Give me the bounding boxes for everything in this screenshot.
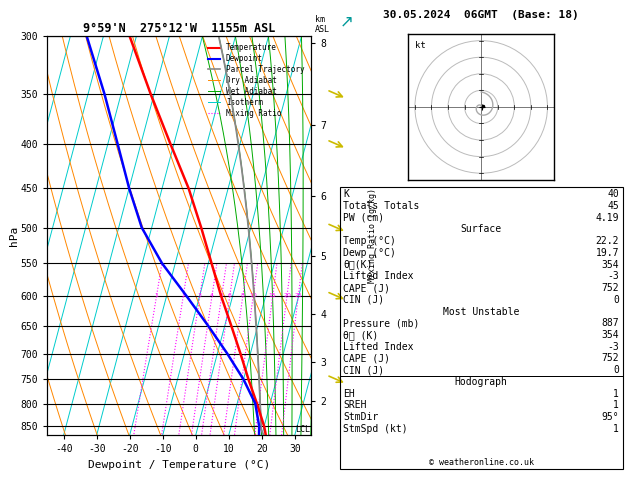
Text: 4: 4: [210, 294, 214, 298]
Text: Lifted Index: Lifted Index: [343, 342, 414, 352]
Text: ↗: ↗: [340, 12, 353, 30]
Text: StmSpd (kt): StmSpd (kt): [343, 424, 408, 434]
Text: 15: 15: [269, 294, 277, 298]
Text: Pressure (mb): Pressure (mb): [343, 318, 420, 328]
Text: 30.05.2024  06GMT  (Base: 18): 30.05.2024 06GMT (Base: 18): [383, 10, 579, 20]
Text: Dewp (°C): Dewp (°C): [343, 248, 396, 258]
Text: CIN (J): CIN (J): [343, 295, 384, 305]
Text: 887: 887: [601, 318, 619, 328]
Text: © weatheronline.co.uk: © weatheronline.co.uk: [429, 457, 533, 467]
Text: Temp (°C): Temp (°C): [343, 236, 396, 246]
Text: Totals Totals: Totals Totals: [343, 201, 420, 211]
Text: 354: 354: [601, 330, 619, 340]
Text: 2: 2: [181, 294, 186, 298]
Legend: Temperature, Dewpoint, Parcel Trajectory, Dry Adiabat, Wet Adiabat, Isotherm, Mi: Temperature, Dewpoint, Parcel Trajectory…: [205, 40, 308, 121]
Text: 1: 1: [613, 389, 619, 399]
Text: CAPE (J): CAPE (J): [343, 283, 391, 293]
Text: Lifted Index: Lifted Index: [343, 271, 414, 281]
Text: 4.19: 4.19: [596, 212, 619, 223]
Text: 3: 3: [198, 294, 202, 298]
Text: 20: 20: [283, 294, 291, 298]
Text: 1: 1: [613, 400, 619, 411]
X-axis label: Dewpoint / Temperature (°C): Dewpoint / Temperature (°C): [88, 460, 270, 469]
Text: 752: 752: [601, 283, 619, 293]
Text: 1: 1: [155, 294, 159, 298]
Text: 5: 5: [220, 294, 223, 298]
Text: 10: 10: [249, 294, 257, 298]
Text: StmDir: StmDir: [343, 412, 379, 422]
Y-axis label: hPa: hPa: [9, 226, 19, 246]
Text: Most Unstable: Most Unstable: [443, 307, 520, 316]
Text: -3: -3: [607, 342, 619, 352]
Text: 752: 752: [601, 353, 619, 364]
Text: km
ASL: km ASL: [314, 15, 330, 34]
Text: 19.7: 19.7: [596, 248, 619, 258]
Text: 0: 0: [613, 365, 619, 375]
Text: θᴇ (K): θᴇ (K): [343, 330, 379, 340]
Text: PW (cm): PW (cm): [343, 212, 384, 223]
Text: Surface: Surface: [460, 225, 502, 234]
Text: 22.2: 22.2: [596, 236, 619, 246]
Text: 1: 1: [613, 424, 619, 434]
Text: CAPE (J): CAPE (J): [343, 353, 391, 364]
Text: 8: 8: [241, 294, 245, 298]
Y-axis label: Mixing Ratio (g/kg): Mixing Ratio (g/kg): [368, 188, 377, 283]
Text: 25: 25: [294, 294, 302, 298]
Text: SREH: SREH: [343, 400, 367, 411]
Text: 40: 40: [607, 189, 619, 199]
Text: 95°: 95°: [601, 412, 619, 422]
Text: 6: 6: [228, 294, 231, 298]
Text: -3: -3: [607, 271, 619, 281]
Text: 0: 0: [613, 295, 619, 305]
Text: Hodograph: Hodograph: [455, 377, 508, 387]
Text: CIN (J): CIN (J): [343, 365, 384, 375]
Text: 354: 354: [601, 260, 619, 270]
Text: 45: 45: [607, 201, 619, 211]
Text: LCL: LCL: [296, 425, 310, 434]
Text: θᴇ(K): θᴇ(K): [343, 260, 373, 270]
Title: 9°59'N  275°12'W  1155m ASL: 9°59'N 275°12'W 1155m ASL: [83, 22, 276, 35]
Text: EH: EH: [343, 389, 355, 399]
Text: K: K: [343, 189, 349, 199]
Text: kt: kt: [415, 41, 426, 50]
